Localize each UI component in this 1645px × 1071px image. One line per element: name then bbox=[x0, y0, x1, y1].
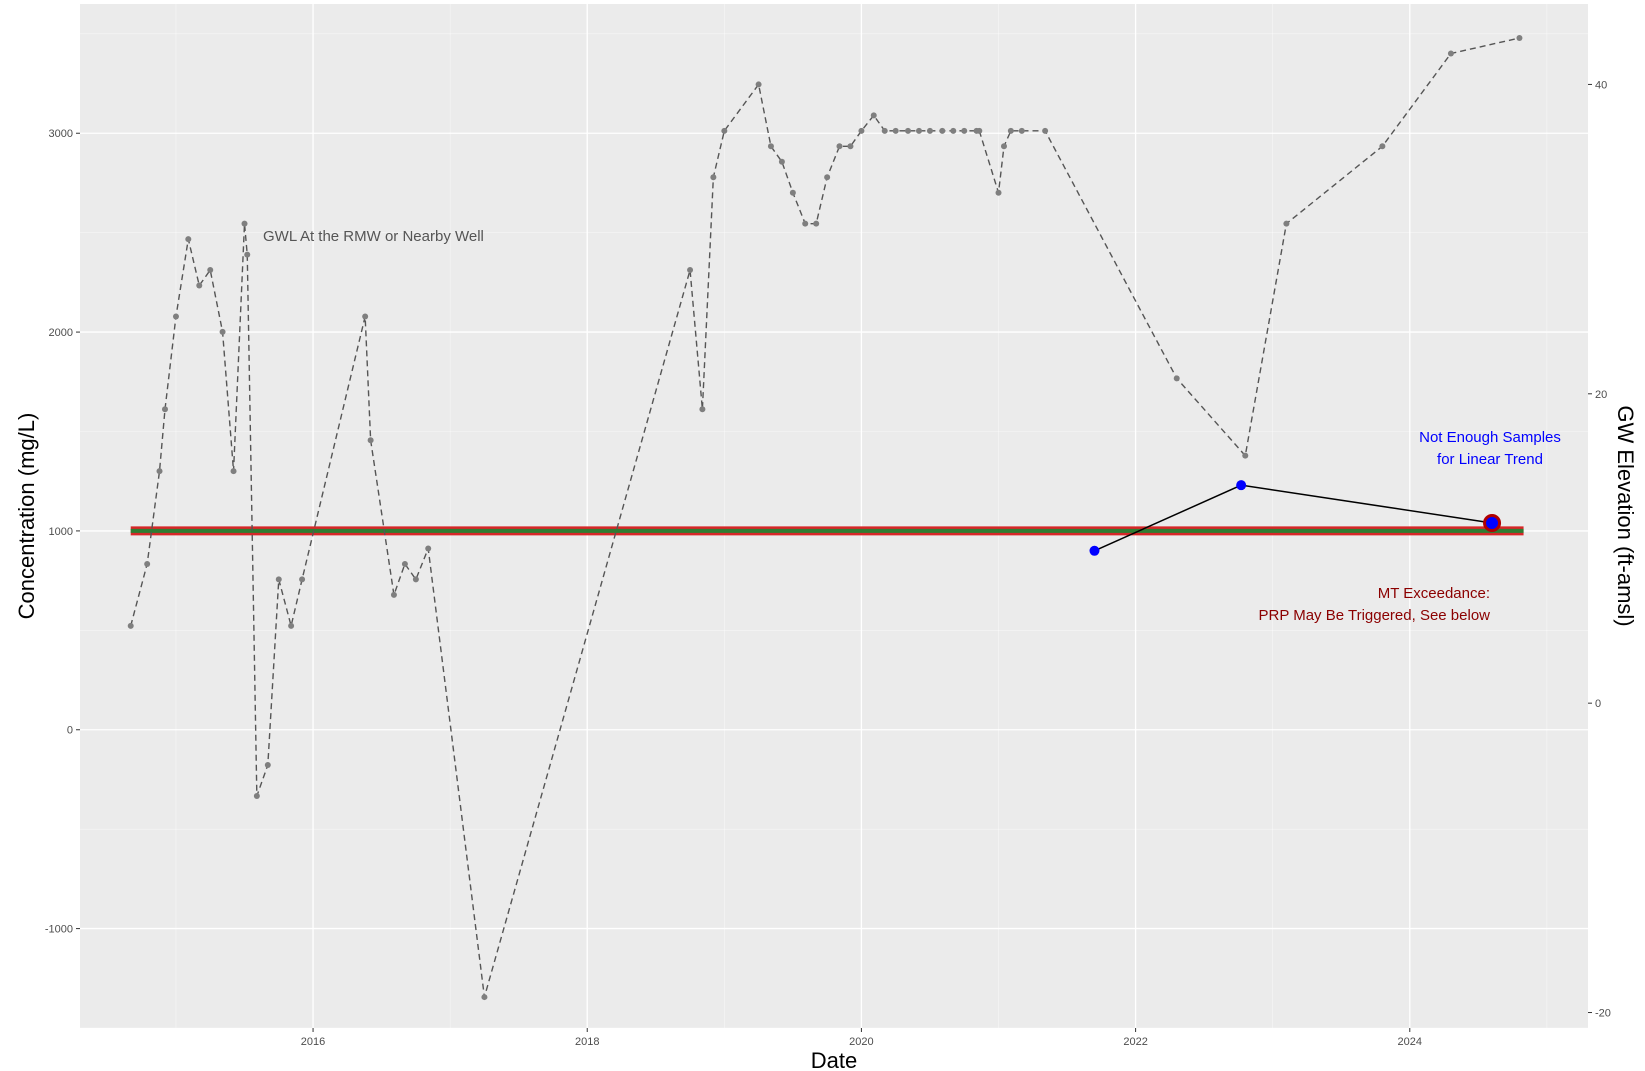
gwl-point bbox=[1283, 220, 1290, 227]
gwl-point bbox=[401, 560, 408, 567]
gwl-point bbox=[219, 328, 226, 335]
gwl-point bbox=[1173, 375, 1180, 382]
gwl-point bbox=[755, 81, 762, 88]
y-right-tick-label: 20 bbox=[1595, 389, 1607, 401]
gwl-point bbox=[1018, 127, 1025, 134]
gwl-point bbox=[687, 267, 694, 274]
exceedance-point bbox=[1483, 513, 1502, 532]
gwl-point bbox=[699, 406, 706, 413]
gwl-point bbox=[870, 112, 877, 119]
gwl-point bbox=[367, 437, 374, 444]
concentration-point bbox=[1236, 480, 1247, 491]
gwl-point bbox=[836, 143, 843, 150]
y-left-tick-label: 2000 bbox=[49, 327, 73, 339]
gwl-point bbox=[127, 622, 134, 629]
x-tick-label: 2016 bbox=[301, 1036, 325, 1048]
trend-annotation-line1: Not Enough Samples bbox=[1419, 429, 1561, 446]
gwl-point bbox=[824, 174, 831, 181]
gwl-point bbox=[253, 792, 260, 799]
x-tick-label: 2022 bbox=[1123, 1036, 1147, 1048]
gwl-point bbox=[995, 189, 1002, 196]
axes: 2016 2018 2020 2022 2024 -1000 0 1000 2000 3000 -2… bbox=[14, 79, 1638, 1071]
y-right-tick-label: 40 bbox=[1595, 79, 1607, 91]
gwl-point bbox=[721, 127, 728, 134]
gwl-point bbox=[425, 545, 432, 552]
plot-panel bbox=[80, 4, 1588, 1028]
gwl-point bbox=[1042, 127, 1049, 134]
gwl-point bbox=[1242, 452, 1249, 459]
gwl-point bbox=[1447, 50, 1454, 57]
gwl-point bbox=[1516, 35, 1523, 42]
gwl-point bbox=[858, 127, 865, 134]
gwl-point bbox=[288, 622, 295, 629]
gwl-point bbox=[950, 127, 957, 134]
gwl-point bbox=[778, 158, 785, 165]
gwl-point bbox=[241, 220, 248, 227]
y-right-axis-title: GW Elevation (ft-amsl) bbox=[1613, 405, 1638, 626]
gwl-point bbox=[412, 576, 419, 583]
mt-annotation-line2: PRP May Be Triggered, See below bbox=[1258, 607, 1490, 624]
gwl-point bbox=[185, 236, 192, 243]
concentration-series bbox=[1089, 480, 1502, 556]
gwl-point bbox=[802, 220, 809, 227]
y-right-tick-label: -20 bbox=[1595, 1008, 1611, 1020]
gwl-line bbox=[130, 37, 1520, 998]
concentration-point bbox=[1089, 545, 1100, 556]
gwl-point bbox=[710, 174, 717, 181]
x-tick-label: 2020 bbox=[849, 1036, 873, 1048]
x-tick-label: 2024 bbox=[1398, 1036, 1422, 1048]
y-right-tick-label: 0 bbox=[1595, 698, 1601, 710]
gwl-point bbox=[362, 313, 369, 320]
gwl-point bbox=[915, 127, 922, 134]
gwl-point bbox=[976, 127, 983, 134]
y-left-tick-label: 0 bbox=[67, 725, 73, 737]
gwl-point bbox=[481, 994, 488, 1001]
trend-annotation-line2: for Linear Trend bbox=[1437, 451, 1543, 468]
x-tick-label: 2018 bbox=[575, 1036, 599, 1048]
mt-annotation-line1: MT Exceedance: bbox=[1378, 585, 1490, 602]
gwl-point bbox=[813, 220, 820, 227]
gwl-point bbox=[161, 406, 168, 413]
grid bbox=[80, 4, 1588, 1029]
gwl-point bbox=[172, 313, 179, 320]
labels: GWL At the RMW or Nearby Well Not Enough … bbox=[263, 228, 1561, 624]
gwl-point bbox=[230, 468, 237, 475]
gwl-annotation: GWL At the RMW or Nearby Well bbox=[263, 228, 484, 245]
gwl-point bbox=[275, 576, 282, 583]
gwl-point bbox=[196, 282, 203, 289]
gwl-point bbox=[926, 127, 933, 134]
gwl-point bbox=[264, 762, 271, 769]
gwl-point bbox=[156, 468, 163, 475]
gwl-point bbox=[939, 127, 946, 134]
gwl-point bbox=[961, 127, 968, 134]
gwl-point bbox=[881, 127, 888, 134]
gwl-point bbox=[1000, 143, 1007, 150]
y-left-axis-title: Concentration (mg/L) bbox=[14, 413, 39, 620]
gwl-point bbox=[1007, 127, 1014, 134]
gwl-point bbox=[390, 591, 397, 598]
y-left-tick-label: 1000 bbox=[49, 526, 73, 538]
gwl-point bbox=[847, 143, 854, 150]
gwl-point bbox=[905, 127, 912, 134]
gwl-series bbox=[127, 35, 1523, 1001]
gwl-point bbox=[207, 267, 214, 274]
gwl-point bbox=[767, 143, 774, 150]
gwl-point bbox=[1379, 143, 1386, 150]
gwl-point bbox=[144, 560, 151, 567]
y-left-tick-label: 3000 bbox=[49, 128, 73, 140]
y-left-tick-label: -1000 bbox=[45, 924, 73, 936]
gwl-point bbox=[244, 251, 251, 258]
gwl-point bbox=[892, 127, 899, 134]
gwl-point bbox=[789, 189, 796, 196]
gwl-point bbox=[299, 576, 306, 583]
x-axis-title: Date bbox=[811, 1048, 857, 1071]
